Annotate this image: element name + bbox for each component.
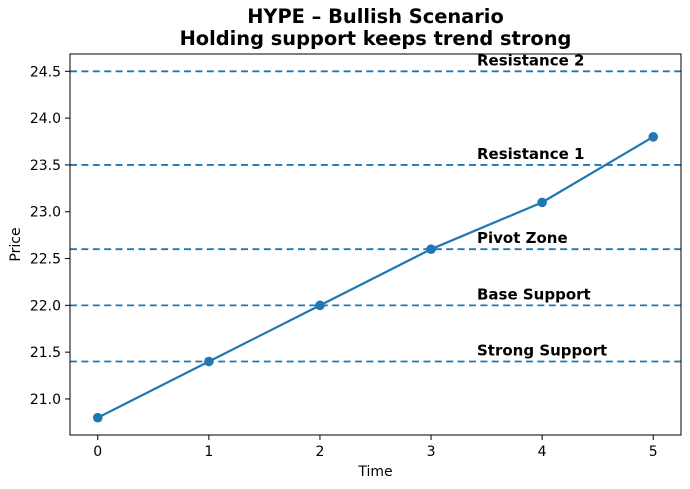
hline-label-pivot-zone: Pivot Zone xyxy=(477,229,568,247)
data-point-price-projection-2 xyxy=(315,300,325,311)
plot-frame xyxy=(69,53,682,436)
hline-label-base-support: Base Support xyxy=(477,285,591,303)
x-axis-label: Time xyxy=(357,464,392,480)
y-tick-label: 22.5 xyxy=(30,252,61,268)
y-tick-label: 24.5 xyxy=(30,64,61,80)
y-tick-label: 21.0 xyxy=(30,392,61,408)
y-tick-label: 21.5 xyxy=(30,345,61,361)
hline-label-strong-support: Strong Support xyxy=(477,342,607,360)
data-point-price-projection-5 xyxy=(648,132,659,142)
y-tick-label: 23.0 xyxy=(30,205,61,221)
data-point-price-projection-4 xyxy=(537,197,547,208)
chart-title-line1: HYPE – Bullish Scenario xyxy=(247,5,504,28)
y-tick-label: 22.0 xyxy=(30,298,61,314)
series-line-price-projection xyxy=(97,135,654,419)
chart-title-line2: Holding support keeps trend strong xyxy=(179,26,572,50)
data-point-price-projection-0 xyxy=(92,412,103,423)
x-tick-label: 2 xyxy=(315,444,324,460)
x-tick-label: 4 xyxy=(538,444,547,460)
x-tick-label: 0 xyxy=(93,444,102,460)
x-tick-label: 5 xyxy=(649,444,658,460)
y-axis-label: Price xyxy=(8,227,24,261)
chart-title: HYPE – Bullish Scenario Holding support … xyxy=(70,6,681,49)
hline-label-resistance-1: Resistance 1 xyxy=(477,145,584,163)
x-tick-label: 1 xyxy=(204,444,213,460)
hline-label-resistance-2: Resistance 2 xyxy=(477,51,584,69)
data-point-price-projection-1 xyxy=(204,356,214,367)
x-tick-label: 3 xyxy=(427,444,436,460)
data-point-price-projection-3 xyxy=(426,244,436,254)
y-tick-label: 24.0 xyxy=(30,111,61,127)
y-tick-label: 23.5 xyxy=(30,158,61,174)
